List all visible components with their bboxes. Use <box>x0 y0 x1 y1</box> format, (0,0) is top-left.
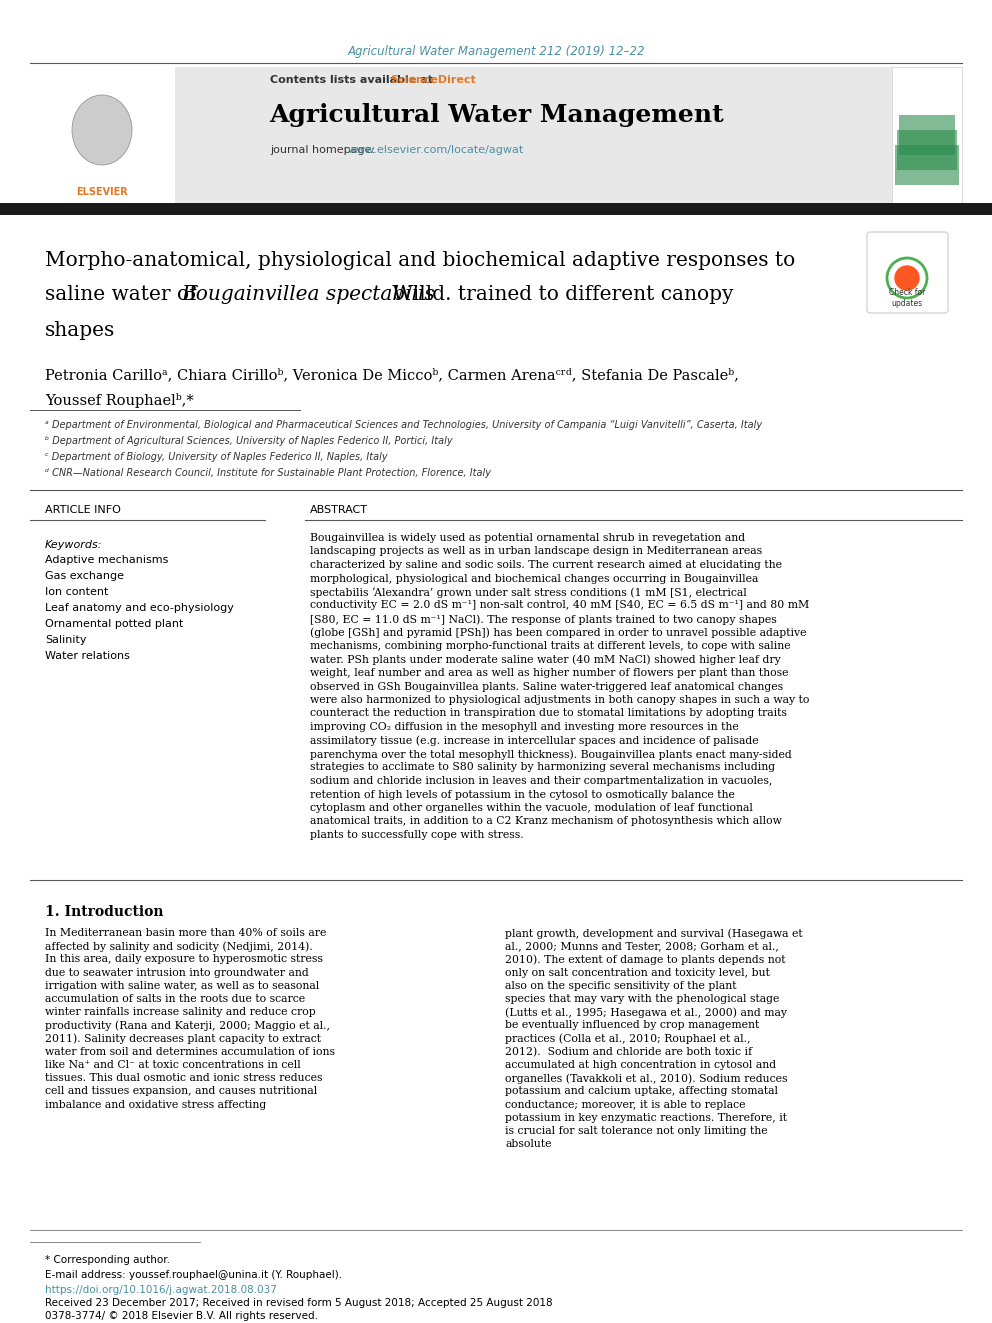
Text: saline water of: saline water of <box>45 286 203 304</box>
Text: Youssef Rouphaelᵇ,*: Youssef Rouphaelᵇ,* <box>45 393 193 407</box>
Text: water. PSh plants under moderate saline water (40 mM NaCl) showed higher leaf dr: water. PSh plants under moderate saline … <box>310 655 781 665</box>
Text: absolute: absolute <box>505 1139 552 1150</box>
Text: landscaping projects as well as in urban landscape design in Mediterranean areas: landscaping projects as well as in urban… <box>310 546 762 557</box>
Text: Contents lists available at: Contents lists available at <box>270 75 436 85</box>
Text: species that may vary with the phenological stage: species that may vary with the phenologi… <box>505 994 780 1004</box>
Text: characterized by saline and sodic soils. The current research aimed at elucidati: characterized by saline and sodic soils.… <box>310 560 782 570</box>
Text: plants to successfully cope with stress.: plants to successfully cope with stress. <box>310 830 524 840</box>
Text: water from soil and determines accumulation of ions: water from soil and determines accumulat… <box>45 1046 335 1057</box>
Text: plant growth, development and survival (Hasegawa et: plant growth, development and survival (… <box>505 927 803 938</box>
Text: 2011). Salinity decreases plant capacity to extract: 2011). Salinity decreases plant capacity… <box>45 1033 321 1044</box>
Text: be eventually influenced by crop management: be eventually influenced by crop managem… <box>505 1020 759 1031</box>
Text: counteract the reduction in transpiration due to stomatal limitations by adoptin: counteract the reduction in transpiratio… <box>310 709 787 718</box>
Ellipse shape <box>72 95 132 165</box>
Text: ᵃ Department of Environmental, Biological and Pharmaceutical Sciences and Techno: ᵃ Department of Environmental, Biologica… <box>45 419 762 430</box>
Text: Agricultural Water Management 212 (2019) 12–22: Agricultural Water Management 212 (2019)… <box>347 45 645 58</box>
Text: Water relations: Water relations <box>45 651 130 662</box>
Text: https://doi.org/10.1016/j.agwat.2018.08.037: https://doi.org/10.1016/j.agwat.2018.08.… <box>45 1285 277 1295</box>
Text: were also harmonized to physiological adjustments in both canopy shapes in such : were also harmonized to physiological ad… <box>310 695 809 705</box>
Text: 2012).  Sodium and chloride are both toxic if: 2012). Sodium and chloride are both toxi… <box>505 1046 752 1057</box>
Text: ᵇ Department of Agricultural Sciences, University of Naples Federico II, Portici: ᵇ Department of Agricultural Sciences, U… <box>45 437 452 446</box>
Text: al., 2000; Munns and Tester, 2008; Gorham et al.,: al., 2000; Munns and Tester, 2008; Gorha… <box>505 941 779 951</box>
Text: journal homepage:: journal homepage: <box>270 146 379 155</box>
Text: is crucial for salt tolerance not only limiting the: is crucial for salt tolerance not only l… <box>505 1126 768 1136</box>
Text: retention of high levels of potassium in the cytosol to osmotically balance the: retention of high levels of potassium in… <box>310 790 735 799</box>
FancyBboxPatch shape <box>895 146 959 185</box>
Text: observed in GSh Bougainvillea plants. Saline water-triggered leaf anatomical cha: observed in GSh Bougainvillea plants. Sa… <box>310 681 783 692</box>
Text: Received 23 December 2017; Received in revised form 5 August 2018; Accepted 25 A: Received 23 December 2017; Received in r… <box>45 1298 553 1308</box>
Text: potassium in key enzymatic reactions. Therefore, it: potassium in key enzymatic reactions. Th… <box>505 1113 787 1123</box>
Text: Check for
updates: Check for updates <box>889 288 926 308</box>
FancyBboxPatch shape <box>897 130 957 169</box>
Text: 0378-3774/ © 2018 Elsevier B.V. All rights reserved.: 0378-3774/ © 2018 Elsevier B.V. All righ… <box>45 1311 318 1320</box>
Text: Salinity: Salinity <box>45 635 86 646</box>
Text: shapes: shapes <box>45 320 115 340</box>
Text: Morpho-anatomical, physiological and biochemical adaptive responses to: Morpho-anatomical, physiological and bio… <box>45 250 796 270</box>
Text: also on the specific sensitivity of the plant: also on the specific sensitivity of the … <box>505 980 736 991</box>
FancyBboxPatch shape <box>867 232 948 314</box>
Text: mechanisms, combining morpho-functional traits at different levels, to cope with: mechanisms, combining morpho-functional … <box>310 642 791 651</box>
Text: spectabilis ‘Alexandra’ grown under salt stress conditions (1 mM [S1, electrical: spectabilis ‘Alexandra’ grown under salt… <box>310 587 747 598</box>
Text: ᵈ CNR—National Research Council, Institute for Sustainable Plant Protection, Flo: ᵈ CNR—National Research Council, Institu… <box>45 468 491 478</box>
Text: organelles (Tavakkoli et al., 2010). Sodium reduces: organelles (Tavakkoli et al., 2010). Sod… <box>505 1073 788 1084</box>
Text: parenchyma over the total mesophyll thickness). Bougainvillea plants enact many-: parenchyma over the total mesophyll thic… <box>310 749 792 759</box>
Text: Adaptive mechanisms: Adaptive mechanisms <box>45 556 169 565</box>
Text: strategies to acclimate to S80 salinity by harmonizing several mechanisms includ: strategies to acclimate to S80 salinity … <box>310 762 775 773</box>
Text: anatomical traits, in addition to a C2 Kranz mechanism of photosynthesis which a: anatomical traits, in addition to a C2 K… <box>310 816 782 827</box>
Text: Petronia Carilloᵃ, Chiara Cirilloᵇ, Veronica De Miccoᵇ, Carmen Arenaᶜʳᵈ, Stefani: Petronia Carilloᵃ, Chiara Cirilloᵇ, Vero… <box>45 368 739 382</box>
Text: only on salt concentration and toxicity level, but: only on salt concentration and toxicity … <box>505 967 770 978</box>
Text: In Mediterranean basin more than 40% of soils are: In Mediterranean basin more than 40% of … <box>45 927 326 938</box>
Text: ScienceDirect: ScienceDirect <box>391 75 476 85</box>
Text: ARTICLE INFO: ARTICLE INFO <box>45 505 121 515</box>
Text: Ion content: Ion content <box>45 587 108 597</box>
Text: Gas exchange: Gas exchange <box>45 572 124 581</box>
Text: productivity (Rana and Katerji, 2000; Maggio et al.,: productivity (Rana and Katerji, 2000; Ma… <box>45 1020 330 1031</box>
Text: In this area, daily exposure to hyperosmotic stress: In this area, daily exposure to hyperosm… <box>45 954 322 964</box>
FancyBboxPatch shape <box>892 67 962 205</box>
Text: Leaf anatomy and eco-physiology: Leaf anatomy and eco-physiology <box>45 603 234 613</box>
Text: imbalance and oxidative stress affecting: imbalance and oxidative stress affecting <box>45 1099 266 1110</box>
Text: affected by salinity and sodicity (Nedjimi, 2014).: affected by salinity and sodicity (Nedji… <box>45 941 312 951</box>
Text: irrigation with saline water, as well as to seasonal: irrigation with saline water, as well as… <box>45 980 319 991</box>
Text: 1. Introduction: 1. Introduction <box>45 905 164 919</box>
Text: improving CO₂ diffusion in the mesophyll and investing more resources in the: improving CO₂ diffusion in the mesophyll… <box>310 722 739 732</box>
FancyBboxPatch shape <box>0 202 992 216</box>
Text: Bougainvillea is widely used as potential ornamental shrub in revegetation and: Bougainvillea is widely used as potentia… <box>310 533 745 542</box>
Text: www.elsevier.com/locate/agwat: www.elsevier.com/locate/agwat <box>347 146 524 155</box>
Text: Agricultural Water Management: Agricultural Water Management <box>269 103 723 127</box>
Text: potassium and calcium uptake, affecting stomatal: potassium and calcium uptake, affecting … <box>505 1086 778 1097</box>
Text: Ornamental potted plant: Ornamental potted plant <box>45 619 184 628</box>
Text: ELSEVIER: ELSEVIER <box>76 187 128 197</box>
Text: accumulation of salts in the roots due to scarce: accumulation of salts in the roots due t… <box>45 994 306 1004</box>
FancyBboxPatch shape <box>30 67 892 205</box>
Text: accumulated at high concentration in cytosol and: accumulated at high concentration in cyt… <box>505 1060 776 1070</box>
Circle shape <box>895 266 919 290</box>
Text: conductance; moreover, it is able to replace: conductance; moreover, it is able to rep… <box>505 1099 746 1110</box>
Text: due to seawater intrusion into groundwater and: due to seawater intrusion into groundwat… <box>45 967 309 978</box>
Text: morphological, physiological and biochemical changes occurring in Bougainvillea: morphological, physiological and biochem… <box>310 573 758 583</box>
Text: winter rainfalls increase salinity and reduce crop: winter rainfalls increase salinity and r… <box>45 1007 315 1017</box>
Text: [S80, EC = 11.0 dS m⁻¹] NaCl). The response of plants trained to two canopy shap: [S80, EC = 11.0 dS m⁻¹] NaCl). The respo… <box>310 614 777 624</box>
FancyBboxPatch shape <box>899 115 955 155</box>
Text: ᶜ Department of Biology, University of Naples Federico II, Naples, Italy: ᶜ Department of Biology, University of N… <box>45 452 388 462</box>
Text: cell and tissues expansion, and causes nutritional: cell and tissues expansion, and causes n… <box>45 1086 317 1097</box>
Text: assimilatory tissue (e.g. increase in intercellular spaces and incidence of pali: assimilatory tissue (e.g. increase in in… <box>310 736 759 746</box>
Text: practices (Colla et al., 2010; Rouphael et al.,: practices (Colla et al., 2010; Rouphael … <box>505 1033 751 1044</box>
Text: (globe [GSh] and pyramid [PSh]) has been compared in order to unravel possible a: (globe [GSh] and pyramid [PSh]) has been… <box>310 627 806 638</box>
Text: 2010). The extent of damage to plants depends not: 2010). The extent of damage to plants de… <box>505 954 786 964</box>
Text: Willd. trained to different canopy: Willd. trained to different canopy <box>386 286 733 304</box>
Text: E-mail address: youssef.rouphael@unina.it (Y. Rouphael).: E-mail address: youssef.rouphael@unina.i… <box>45 1270 342 1279</box>
Text: tissues. This dual osmotic and ionic stress reduces: tissues. This dual osmotic and ionic str… <box>45 1073 322 1084</box>
Text: * Corresponding author.: * Corresponding author. <box>45 1256 170 1265</box>
Text: weight, leaf number and area as well as higher number of flowers per plant than : weight, leaf number and area as well as … <box>310 668 789 677</box>
Text: Keywords:: Keywords: <box>45 540 102 550</box>
Text: Bougainvillea spectabilis: Bougainvillea spectabilis <box>181 286 434 304</box>
Text: (Lutts et al., 1995; Hasegawa et al., 2000) and may: (Lutts et al., 1995; Hasegawa et al., 20… <box>505 1007 787 1017</box>
FancyBboxPatch shape <box>30 67 175 205</box>
Text: ABSTRACT: ABSTRACT <box>310 505 368 515</box>
Text: conductivity EC = 2.0 dS m⁻¹] non-salt control, 40 mM [S40, EC = 6.5 dS m⁻¹] and: conductivity EC = 2.0 dS m⁻¹] non-salt c… <box>310 601 809 610</box>
Text: cytoplasm and other organelles within the vacuole, modulation of leaf functional: cytoplasm and other organelles within th… <box>310 803 753 814</box>
Text: sodium and chloride inclusion in leaves and their compartmentalization in vacuol: sodium and chloride inclusion in leaves … <box>310 777 773 786</box>
Text: like Na⁺ and Cl⁻ at toxic concentrations in cell: like Na⁺ and Cl⁻ at toxic concentrations… <box>45 1060 301 1070</box>
